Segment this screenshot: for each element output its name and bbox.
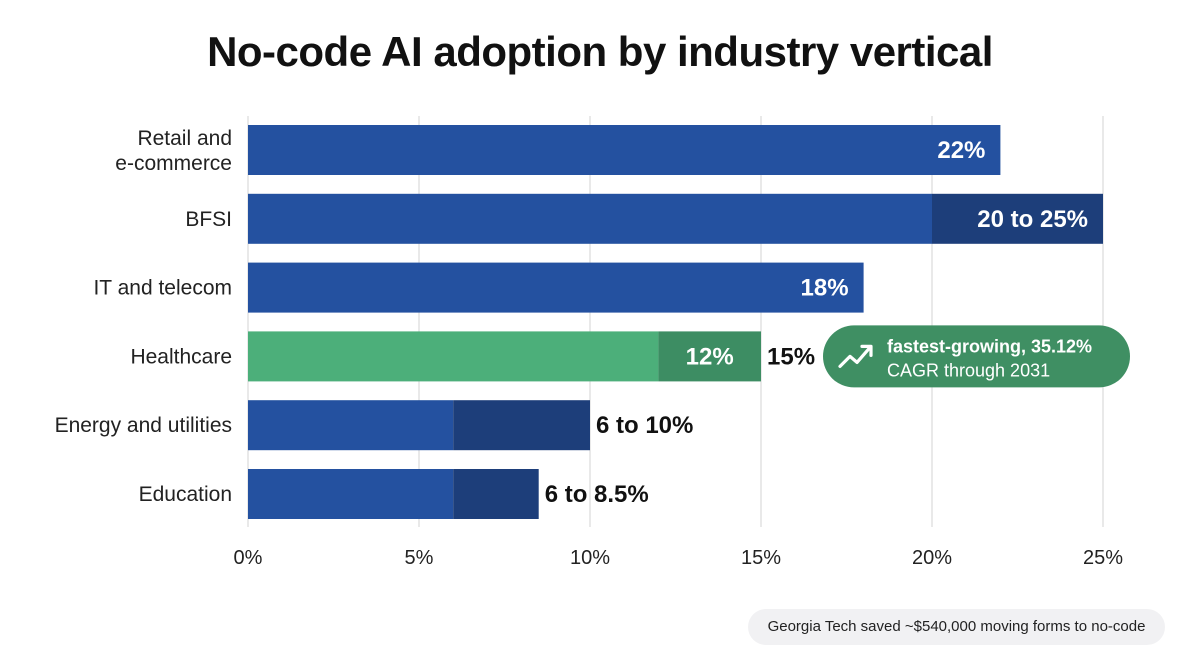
bar bbox=[248, 331, 659, 382]
footnote-pill: Georgia Tech saved ~$540,000 moving form… bbox=[748, 609, 1165, 645]
trending-up-icon bbox=[838, 345, 872, 368]
x-tick-label: 0% bbox=[234, 547, 263, 569]
annotation-line-2: CAGR through 2031 bbox=[887, 360, 1050, 380]
chart-title: No-code AI adoption by industry vertical bbox=[207, 28, 993, 75]
category-label: Education bbox=[139, 483, 232, 506]
x-tick-label: 20% bbox=[912, 547, 952, 569]
bar-range bbox=[932, 193, 1103, 244]
annotation-line-1: fastest-growing, 35.12% bbox=[887, 336, 1092, 356]
ticks-layer: 0% 5% 10% 15% 20% 25% bbox=[234, 547, 1124, 569]
bar bbox=[248, 469, 454, 519]
bar bbox=[248, 125, 1001, 175]
category-label: Energy and utilities bbox=[55, 414, 232, 437]
bar-range bbox=[453, 400, 590, 451]
bar-range bbox=[658, 331, 761, 382]
x-tick-label: 15% bbox=[741, 547, 781, 569]
data-label: 6 to 8.5% bbox=[545, 481, 649, 508]
labels-layer: Retail and e-commerce 22% BFSI 20 to 25% IT a… bbox=[55, 127, 1088, 508]
category-label: IT and telecom bbox=[93, 277, 232, 300]
data-label: 22% bbox=[937, 137, 985, 164]
category-label-line: e-commerce bbox=[115, 152, 232, 175]
bar-range bbox=[453, 469, 539, 519]
bar bbox=[248, 193, 932, 244]
bar bbox=[248, 400, 454, 451]
category-label-line: Retail and bbox=[137, 127, 232, 150]
bars-layer bbox=[248, 125, 1103, 519]
x-tick-label: 10% bbox=[570, 547, 610, 569]
category-label: Retail and e-commerce bbox=[115, 127, 232, 175]
x-tick-label: 25% bbox=[1083, 547, 1123, 569]
annotation-pill bbox=[823, 325, 1130, 388]
data-label: 6 to 10% bbox=[596, 412, 693, 439]
bar bbox=[248, 262, 864, 313]
data-label: 15% bbox=[767, 343, 815, 370]
category-label: Healthcare bbox=[130, 345, 232, 368]
x-tick-label: 5% bbox=[405, 547, 434, 569]
callout-layer: fastest-growing, 35.12% CAGR through 2031 bbox=[823, 325, 1130, 388]
data-label: 20 to 25% bbox=[977, 206, 1088, 233]
grid-layer bbox=[247, 116, 1104, 527]
data-label: 18% bbox=[801, 275, 849, 302]
category-label: BFSI bbox=[185, 208, 232, 231]
data-label: 12% bbox=[686, 343, 734, 370]
trending-up-icon-arrowhead bbox=[860, 344, 873, 357]
